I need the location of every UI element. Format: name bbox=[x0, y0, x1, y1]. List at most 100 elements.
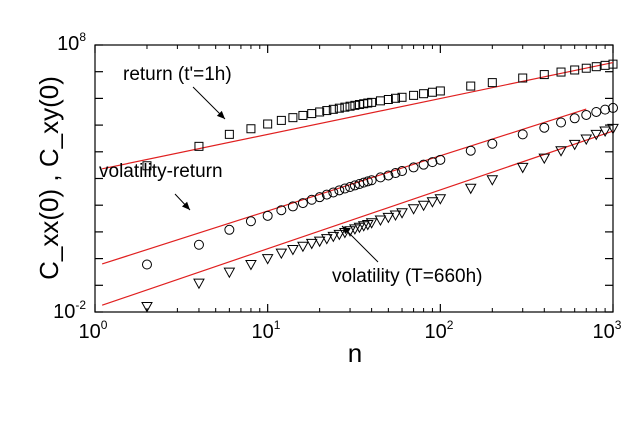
data-point-square bbox=[288, 113, 298, 123]
data-point-triangle bbox=[417, 200, 430, 212]
data-point-circle bbox=[321, 189, 332, 200]
data-point-circle bbox=[362, 176, 373, 187]
data-point-square bbox=[340, 102, 350, 112]
data-point-triangle bbox=[223, 267, 236, 279]
data-point-triangle bbox=[287, 244, 299, 256]
fit-line-series-1 bbox=[102, 61, 614, 170]
data-point-square bbox=[591, 62, 601, 72]
data-point-circle bbox=[262, 210, 273, 221]
annotation-label-1: return (t'=1h) bbox=[123, 64, 232, 85]
data-point-circle bbox=[427, 157, 438, 168]
data-point-triangle bbox=[486, 175, 499, 186]
data-point-square bbox=[487, 78, 497, 88]
x-tick-label-10: 101 bbox=[252, 318, 281, 343]
data-points bbox=[141, 59, 619, 313]
data-point-triangle bbox=[374, 215, 387, 226]
data-point-circle bbox=[366, 175, 377, 186]
data-point-circle bbox=[591, 106, 602, 117]
data-point-triangle bbox=[261, 254, 274, 265]
data-point-square bbox=[409, 90, 419, 100]
data-point-triangle bbox=[141, 302, 153, 313]
data-point-square bbox=[539, 70, 549, 80]
data-point-triangle bbox=[389, 210, 402, 222]
data-point-triangle bbox=[313, 236, 326, 248]
data-point-circle bbox=[334, 185, 345, 196]
data-point-triangle bbox=[464, 183, 477, 195]
data-point-triangle bbox=[538, 153, 551, 165]
data-point-square bbox=[224, 129, 234, 139]
data-point-square bbox=[307, 109, 317, 119]
data-point-square bbox=[246, 124, 256, 134]
data-point-circle bbox=[339, 183, 350, 194]
data-point-triangle bbox=[275, 248, 288, 260]
data-point-square bbox=[367, 97, 377, 107]
data-point-square bbox=[194, 141, 204, 151]
annotations: return (t'=1h) volatility-return volatilit… bbox=[99, 64, 482, 287]
data-point-triangle bbox=[407, 204, 420, 215]
annotation-arrow-3 bbox=[341, 225, 379, 263]
axis-ticks bbox=[94, 44, 614, 313]
annotation-label-3: volatility (T=660h) bbox=[332, 266, 482, 287]
data-point-triangle bbox=[333, 229, 346, 241]
fit-line-series-3 bbox=[101, 130, 614, 306]
data-point-circle bbox=[245, 216, 256, 227]
data-point-circle bbox=[375, 172, 386, 183]
data-point-triangle bbox=[516, 162, 529, 174]
data-point-square bbox=[419, 89, 429, 99]
data-point-triangle bbox=[568, 139, 581, 151]
data-point-square bbox=[375, 96, 385, 106]
data-point-circle bbox=[418, 159, 429, 170]
data-point-triangle bbox=[305, 238, 318, 250]
data-point-square bbox=[142, 161, 152, 171]
data-point-triangle bbox=[590, 129, 603, 141]
data-point-triangle bbox=[365, 218, 378, 229]
x-tick-label-1: 100 bbox=[79, 318, 108, 343]
data-point-square bbox=[427, 87, 437, 97]
x-axis-label: n bbox=[348, 338, 362, 368]
data-point-square bbox=[322, 106, 332, 116]
data-point-square bbox=[263, 119, 273, 129]
data-point-square bbox=[350, 100, 360, 110]
data-point-circle bbox=[358, 177, 369, 188]
fit-lines bbox=[101, 61, 614, 306]
data-point-circle bbox=[487, 138, 498, 149]
data-point-circle bbox=[397, 166, 408, 177]
data-point-circle bbox=[349, 180, 360, 191]
data-point-triangle bbox=[607, 123, 619, 135]
fit-line-series-2 bbox=[101, 108, 587, 265]
data-point-circle bbox=[581, 109, 592, 120]
data-point-circle bbox=[141, 259, 152, 270]
x-tick-label-100: 102 bbox=[425, 318, 454, 343]
data-point-square bbox=[328, 104, 338, 114]
data-point-square bbox=[581, 63, 591, 73]
data-point-circle bbox=[465, 145, 476, 156]
data-point-square bbox=[383, 94, 393, 104]
data-point-triangle bbox=[245, 260, 257, 271]
x-tick-label-1000: 103 bbox=[593, 318, 622, 343]
annotation-arrowhead-1 bbox=[216, 110, 225, 119]
data-point-circle bbox=[435, 154, 446, 165]
data-point-triangle bbox=[434, 194, 447, 205]
data-point-circle bbox=[408, 162, 419, 173]
annotation-label-2: volatility-return bbox=[99, 161, 223, 182]
data-point-square bbox=[298, 110, 308, 120]
y-axis-label: C_xx(0) , C_xy(0) bbox=[34, 76, 64, 280]
data-point-circle bbox=[390, 168, 401, 179]
data-point-triangle bbox=[426, 197, 439, 208]
data-point-square bbox=[518, 73, 528, 83]
data-point-square bbox=[345, 101, 355, 111]
data-point-circle bbox=[556, 117, 567, 128]
data-point-square bbox=[315, 107, 325, 117]
data-point-circle bbox=[224, 224, 235, 235]
data-point-circle bbox=[297, 198, 308, 209]
data-point-triangle bbox=[580, 134, 593, 146]
data-point-triangle bbox=[320, 234, 333, 245]
data-point-square bbox=[556, 67, 566, 77]
data-point-circle bbox=[539, 122, 550, 133]
data-point-square bbox=[397, 92, 407, 102]
data-point-circle bbox=[287, 201, 298, 212]
data-point-triangle bbox=[193, 278, 205, 290]
data-point-square bbox=[570, 65, 580, 75]
data-point-triangle bbox=[327, 231, 340, 243]
